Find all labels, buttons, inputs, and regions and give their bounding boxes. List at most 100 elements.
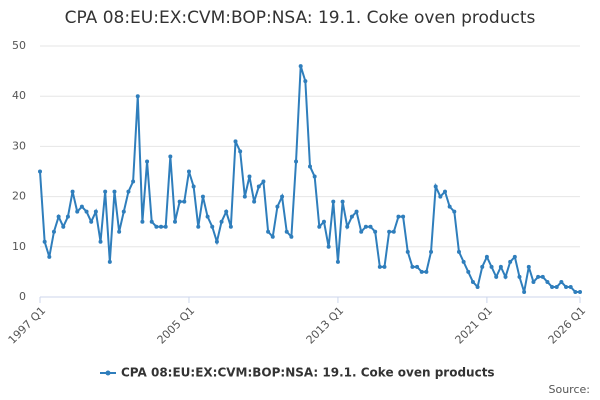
data-point — [359, 229, 364, 234]
data-point — [489, 264, 494, 269]
x-tick-label: 2013 Q1 — [304, 304, 347, 347]
data-point — [280, 194, 285, 199]
data-point — [247, 174, 252, 179]
data-point — [550, 284, 555, 289]
data-point — [289, 234, 294, 239]
data-point — [228, 224, 233, 229]
data-point — [312, 174, 317, 179]
data-point — [456, 249, 461, 254]
data-point — [349, 214, 354, 219]
data-point — [200, 194, 205, 199]
data-point — [368, 224, 373, 229]
y-tick-label: 20 — [12, 190, 26, 203]
data-point — [163, 224, 168, 229]
data-point — [42, 239, 47, 244]
data-point — [196, 224, 201, 229]
data-point — [79, 204, 84, 209]
data-point — [345, 224, 350, 229]
data-point — [51, 229, 56, 234]
data-point — [331, 199, 336, 204]
data-point — [61, 224, 66, 229]
data-point — [308, 164, 312, 169]
data-point — [512, 254, 517, 259]
data-point — [443, 189, 447, 194]
data-point — [210, 224, 215, 229]
data-point — [107, 259, 112, 264]
legend-label: CPA 08:EU:EX:CVM:BOP:NSA: 19.1. Coke ove… — [121, 366, 495, 380]
y-tick-label: 40 — [12, 89, 26, 102]
data-point — [75, 209, 80, 214]
data-point — [508, 259, 513, 264]
data-point — [391, 229, 396, 234]
data-point — [214, 239, 219, 244]
data-point — [89, 219, 94, 224]
data-point — [173, 219, 177, 224]
data-point — [475, 284, 480, 289]
data-point — [545, 279, 550, 284]
data-point — [177, 199, 182, 204]
data-point — [326, 244, 331, 249]
legend-marker — [105, 370, 111, 376]
x-tick-label: 2021 Q1 — [453, 304, 496, 347]
data-point — [382, 264, 387, 269]
data-point — [503, 274, 508, 279]
data-point — [429, 249, 434, 254]
data-point — [303, 79, 308, 84]
data-point — [410, 264, 415, 269]
data-point — [498, 264, 503, 269]
data-point — [238, 149, 243, 154]
data-point — [219, 219, 224, 224]
data-point — [531, 279, 536, 284]
data-point — [559, 279, 564, 284]
data-point — [154, 224, 159, 229]
data-point — [401, 214, 406, 219]
x-tick-label: 2005 Q1 — [155, 304, 198, 347]
data-point — [298, 64, 303, 69]
chart-title: CPA 08:EU:EX:CVM:BOP:NSA: 19.1. Coke ove… — [65, 8, 536, 28]
data-point — [335, 259, 340, 264]
data-point — [168, 154, 173, 159]
data-point — [484, 254, 489, 259]
data-point — [540, 274, 545, 279]
series-line — [39, 65, 580, 293]
data-point — [554, 284, 559, 289]
data-point — [275, 204, 280, 209]
data-point — [294, 159, 299, 164]
x-tick-label: 2026 Q1 — [546, 304, 589, 347]
data-point — [126, 189, 131, 194]
data-point — [224, 209, 229, 214]
data-point — [252, 199, 257, 204]
data-point — [205, 214, 210, 219]
data-point — [419, 269, 424, 274]
data-point — [47, 254, 52, 259]
data-point — [424, 269, 429, 274]
data-point — [140, 219, 145, 224]
data-point — [564, 284, 569, 289]
data-point — [317, 224, 322, 229]
data-point — [56, 214, 61, 219]
data-point — [70, 189, 75, 194]
data-point — [121, 209, 126, 214]
data-point — [494, 274, 499, 279]
data-point — [387, 229, 392, 234]
data-point — [573, 289, 578, 294]
data-point — [103, 189, 108, 194]
data-point — [433, 184, 438, 189]
data-point — [149, 219, 154, 224]
data-point — [536, 274, 541, 279]
data-point — [363, 224, 368, 229]
data-point — [266, 229, 271, 234]
data-point — [447, 204, 452, 209]
data-point — [377, 264, 382, 269]
y-tick-label: 30 — [12, 139, 26, 152]
data-point — [461, 259, 466, 264]
data-point — [340, 199, 345, 204]
data-point — [256, 184, 261, 189]
data-point — [191, 184, 196, 189]
data-point — [131, 179, 136, 184]
data-point — [396, 214, 401, 219]
y-tick-label: 0 — [19, 290, 26, 303]
data-point — [578, 289, 582, 294]
y-tick-label: 50 — [12, 39, 26, 52]
